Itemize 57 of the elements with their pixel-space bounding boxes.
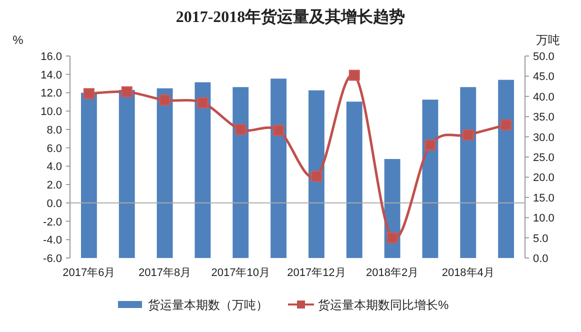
bar [118,90,135,258]
point [424,140,436,151]
y-tick-label: -2.0 [43,216,62,228]
y-tick-label: -6.0 [43,253,62,265]
y-tick-label: -4.0 [43,234,62,247]
y-tick-label: 12.0 [40,88,62,100]
point [197,97,208,108]
legend-label: 货运量本期数（万吨） [148,298,268,312]
point [273,124,284,136]
y2-axis-title: 万吨 [536,33,560,47]
y2-tick-label: 5.0 [533,232,548,245]
chart-title: 2017-2018年货运量及其增长趋势 [176,8,406,26]
point [462,129,474,140]
legend-label: 货运量本期数同比增长% [318,298,449,312]
y2-tick-label: 25.0 [533,152,554,164]
y-tick-label: 6.0 [46,142,62,155]
y2-tick-label: 0.0 [533,253,548,265]
y2-tick-label: 10.0 [533,212,554,225]
bar [308,90,324,258]
bar [498,80,514,258]
y-tick-label: 0.0 [46,198,62,210]
y-tick-label: 8.0 [46,124,62,136]
y-axis-title: % [12,33,24,47]
bar [346,102,362,258]
x-tick-label: 2018年2月 [366,267,419,279]
y-tick-label: 4.0 [46,161,62,174]
bar [422,100,438,258]
y-tick-label: 14.0 [40,69,62,82]
point [500,119,512,130]
x-tick-label: 2018年4月 [442,267,494,279]
y2-tick-label: 45.0 [533,71,554,84]
y2-tick-label: 30.0 [533,132,554,144]
y-tick-label: 16.0 [40,51,62,63]
point [348,70,360,81]
point [310,170,322,182]
point [83,88,94,100]
bar [80,92,97,258]
y-tick-label: 2.0 [46,180,62,192]
point [159,94,170,106]
bar [460,87,476,258]
bar [156,88,173,258]
y-tick-label: 10.0 [40,106,62,118]
y2-tick-label: 20.0 [533,172,554,184]
x-tick-label: 2017年12月 [287,267,346,279]
bar [270,78,287,258]
point [386,232,398,244]
point [121,86,132,98]
x-tick-label: 2017年10月 [211,267,270,279]
y2-tick-label: 50.0 [533,51,554,63]
y2-tick-label: 40.0 [533,91,554,104]
y2-tick-label: 15.0 [533,192,554,204]
bar [194,82,211,258]
point [235,124,246,135]
bar [232,87,249,258]
y2-tick-label: 35.0 [533,112,554,124]
x-tick-label: 2017年8月 [138,267,192,279]
x-tick-label: 2017年6月 [62,267,116,279]
